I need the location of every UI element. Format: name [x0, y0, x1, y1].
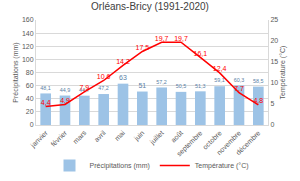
svg-text:60,3: 60,3	[234, 77, 245, 83]
svg-text:40: 40	[26, 95, 34, 102]
svg-text:51: 51	[138, 82, 146, 89]
svg-text:44,9: 44,9	[60, 87, 71, 93]
svg-text:160: 160	[22, 16, 34, 23]
svg-text:60: 60	[26, 82, 34, 89]
svg-text:19,7: 19,7	[174, 35, 188, 42]
svg-text:10,6: 10,6	[97, 73, 111, 80]
svg-text:5: 5	[270, 100, 274, 107]
svg-text:17,5: 17,5	[136, 44, 150, 51]
svg-text:63: 63	[119, 74, 127, 81]
svg-text:12,4: 12,4	[213, 65, 227, 72]
svg-text:51,3: 51,3	[195, 83, 206, 89]
svg-text:Précipitations (mm): Précipitations (mm)	[90, 162, 150, 170]
svg-text:4,8: 4,8	[253, 97, 263, 104]
svg-text:février: février	[49, 129, 68, 148]
svg-text:0: 0	[30, 121, 34, 128]
svg-text:août: août	[170, 129, 185, 144]
svg-text:7,7: 7,7	[234, 85, 244, 92]
svg-text:15: 15	[270, 58, 278, 65]
svg-text:Précipitations (mm): Précipitations (mm)	[12, 42, 20, 102]
svg-text:80: 80	[26, 69, 34, 76]
svg-text:20: 20	[26, 108, 34, 115]
svg-text:100: 100	[22, 56, 34, 63]
svg-text:Orléans-Bricy (1991-2020): Orléans-Bricy (1991-2020)	[91, 1, 209, 12]
svg-text:44,7: 44,7	[79, 87, 90, 93]
svg-text:140: 140	[22, 30, 34, 37]
svg-text:septembre: septembre	[175, 129, 204, 158]
svg-text:120: 120	[22, 43, 34, 50]
svg-text:décembre: décembre	[235, 129, 262, 156]
svg-text:avril: avril	[93, 129, 107, 143]
svg-text:Température (°C): Température (°C)	[279, 46, 287, 100]
svg-text:10: 10	[270, 79, 278, 86]
svg-text:janvier: janvier	[29, 129, 50, 150]
svg-text:4,4: 4,4	[41, 99, 51, 106]
svg-text:7,9: 7,9	[79, 84, 89, 91]
svg-text:Température (°C): Température (°C)	[195, 162, 249, 170]
svg-text:0: 0	[270, 121, 274, 128]
svg-text:16,1: 16,1	[194, 50, 208, 57]
svg-text:juin: juin	[132, 129, 146, 143]
svg-text:juillet: juillet	[148, 129, 166, 147]
svg-text:novembre: novembre	[215, 129, 242, 156]
svg-text:57,2: 57,2	[156, 79, 167, 85]
svg-text:48,1: 48,1	[40, 85, 51, 91]
svg-text:47,2: 47,2	[98, 85, 109, 91]
svg-text:25: 25	[270, 16, 278, 23]
svg-text:mars: mars	[72, 129, 88, 145]
svg-text:59,1: 59,1	[214, 77, 225, 83]
svg-text:50,5: 50,5	[176, 83, 187, 89]
svg-text:20: 20	[270, 37, 278, 44]
svg-text:4,9: 4,9	[60, 97, 70, 104]
svg-text:19,7: 19,7	[155, 35, 169, 42]
svg-text:58,5: 58,5	[253, 78, 264, 84]
svg-text:octobre: octobre	[201, 129, 223, 151]
svg-text:mai: mai	[113, 129, 126, 142]
svg-text:14,2: 14,2	[116, 58, 130, 65]
